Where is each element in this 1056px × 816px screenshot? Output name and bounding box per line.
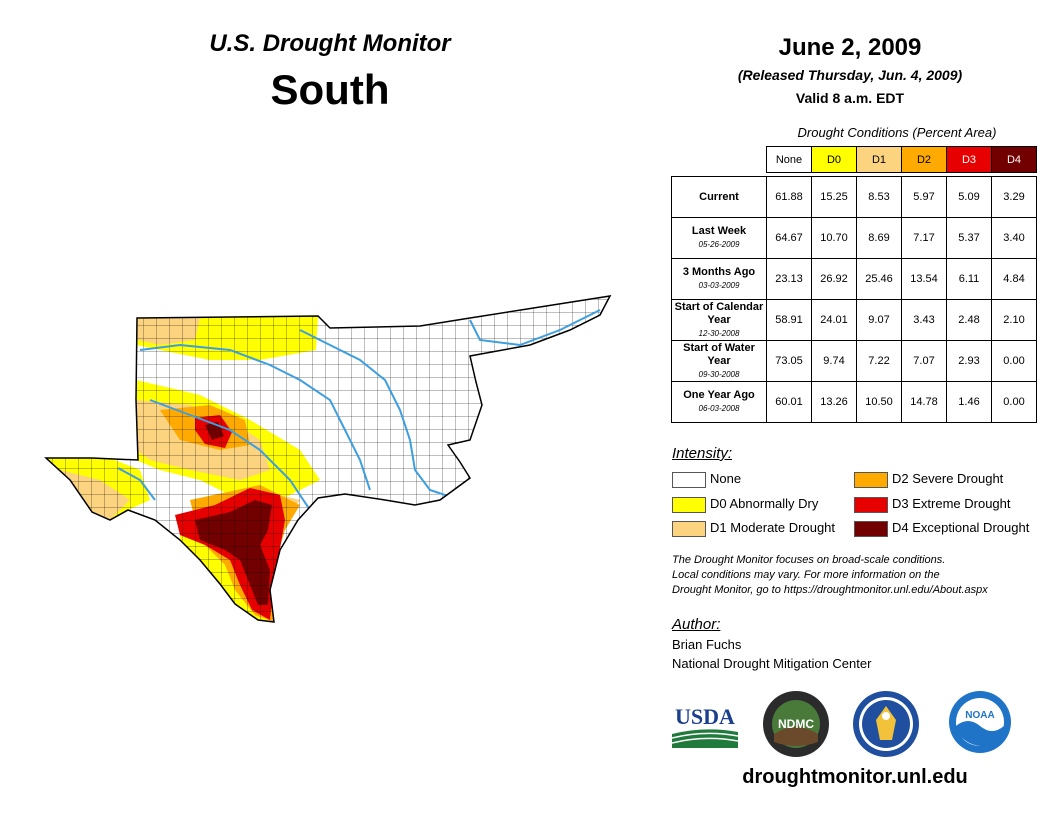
legend-swatch (854, 472, 888, 488)
table-row: Start of Calendar Year 12-30-2008 58.91 2… (671, 299, 1037, 341)
table-header-row: None D0 D1 D2 D3 D4 (672, 146, 1037, 173)
col-d0: D0 (811, 146, 857, 173)
table-cell: 23.13 (766, 258, 812, 300)
row-label: Last Week 05-26-2009 (671, 217, 767, 259)
table-cell: 15.25 (811, 176, 857, 218)
legend-swatch (672, 497, 706, 513)
table-cell: 1.46 (946, 381, 992, 423)
table-cell: 60.01 (766, 381, 812, 423)
table-cell: 6.11 (946, 258, 992, 300)
release-date: (Released Thursday, Jun. 4, 2009) (737, 67, 963, 83)
legend-title: Intensity: (672, 445, 733, 462)
table-row: One Year Ago 06-03-2008 60.01 13.26 10.50… (671, 381, 1037, 423)
svg-text:NDMC: NDMC (778, 717, 814, 731)
table-cell: 2.48 (946, 299, 992, 341)
table-cell: 8.53 (856, 176, 902, 218)
col-none: None (766, 146, 812, 173)
col-d3: D3 (946, 146, 992, 173)
table-cell: 0.00 (991, 340, 1037, 382)
table-cell: 26.92 (811, 258, 857, 300)
row-label: Current (671, 176, 767, 218)
table-cell: 13.54 (901, 258, 947, 300)
table-cell: 73.05 (766, 340, 812, 382)
table-cell: 58.91 (766, 299, 812, 341)
note-line: Drought Monitor, go to https://droughtmo… (672, 584, 988, 596)
row-label: Start of Calendar Year 12-30-2008 (671, 299, 767, 341)
table-cell: 4.84 (991, 258, 1037, 300)
noaa-logo: NOAA (949, 691, 1011, 753)
table-cell: 5.09 (946, 176, 992, 218)
author-label: Author: (672, 616, 721, 633)
svg-text:NOAA: NOAA (965, 710, 994, 721)
table-cell: 14.78 (901, 381, 947, 423)
region-title: South (270, 66, 390, 113)
conditions-table: None D0 D1 D2 D3 D4 Current 61.88 15.25 … (671, 146, 1037, 423)
table-cell: 10.70 (811, 217, 857, 259)
website-link[interactable]: droughtmonitor.unl.edu (742, 766, 968, 788)
table-cell: 25.46 (856, 258, 902, 300)
table-cell: 7.07 (901, 340, 947, 382)
usda-logo: USDA (672, 704, 738, 748)
legend-label: D0 Abnormally Dry (710, 496, 819, 511)
note-line: The Drought Monitor focuses on broad-sca… (672, 554, 946, 566)
author-name: Brian Fuchs (672, 637, 742, 652)
disclaimer-note: The Drought Monitor focuses on broad-sca… (672, 553, 1052, 598)
table-cell: 3.40 (991, 217, 1037, 259)
map-date: June 2, 2009 (778, 34, 922, 61)
table-cell: 3.43 (901, 299, 947, 341)
legend-label: D3 Extreme Drought (892, 496, 1011, 511)
table-cell: 9.07 (856, 299, 902, 341)
col-d4: D4 (991, 146, 1037, 173)
legend-swatch (672, 472, 706, 488)
table-cell: 7.17 (901, 217, 947, 259)
legend-label: D4 Exceptional Drought (892, 520, 1030, 535)
table-cell: 64.67 (766, 217, 812, 259)
map-subtitle: U.S. Drought Monitor (209, 30, 451, 57)
row-label: 3 Months Ago 03-03-2009 (671, 258, 767, 300)
table-cell: 10.50 (856, 381, 902, 423)
table-cell: 0.00 (991, 381, 1037, 423)
col-d1: D1 (856, 146, 902, 173)
legend-swatch (854, 521, 888, 537)
table-row: Start of Water Year 09-30-2008 73.05 9.74… (671, 340, 1037, 382)
table-cell: 2.93 (946, 340, 992, 382)
table-cell: 9.74 (811, 340, 857, 382)
legend-label: D1 Moderate Drought (710, 520, 836, 535)
table-caption: Drought Conditions (Percent Area) (797, 125, 997, 140)
rivers (117, 309, 601, 511)
table-cell: 2.10 (991, 299, 1037, 341)
table-cell: 24.01 (811, 299, 857, 341)
table-row: Current 61.88 15.25 8.53 5.97 5.09 3.29 (671, 176, 1037, 218)
table-row: Last Week 05-26-2009 64.67 10.70 8.69 7.1… (671, 217, 1037, 259)
ndmc-logo: NDMC (763, 691, 829, 757)
row-label: Start of Water Year 09-30-2008 (671, 340, 767, 382)
table-cell: 5.37 (946, 217, 992, 259)
author-org: National Drought Mitigation Center (672, 656, 872, 671)
legend-swatch (672, 521, 706, 537)
table-cell: 3.29 (991, 176, 1037, 218)
legend-swatch (854, 497, 888, 513)
table-cell: 5.97 (901, 176, 947, 218)
drought-map (45, 295, 611, 623)
table-cell: 13.26 (811, 381, 857, 423)
legend-label: None (710, 471, 742, 486)
table-corner (672, 147, 767, 173)
table-cell: 8.69 (856, 217, 902, 259)
table-cell: 61.88 (766, 176, 812, 218)
commerce-seal-logo (853, 691, 919, 757)
valid-time: Valid 8 a.m. EDT (795, 90, 905, 106)
table-row: 3 Months Ago 03-03-2009 23.13 26.92 25.46… (671, 258, 1037, 300)
row-label: One Year Ago 06-03-2008 (671, 381, 767, 423)
legend-label: D2 Severe Drought (892, 471, 1004, 486)
table-cell: 7.22 (856, 340, 902, 382)
svg-text:USDA: USDA (675, 704, 735, 729)
col-d2: D2 (901, 146, 947, 173)
note-line: Local conditions may vary. For more info… (672, 569, 940, 581)
